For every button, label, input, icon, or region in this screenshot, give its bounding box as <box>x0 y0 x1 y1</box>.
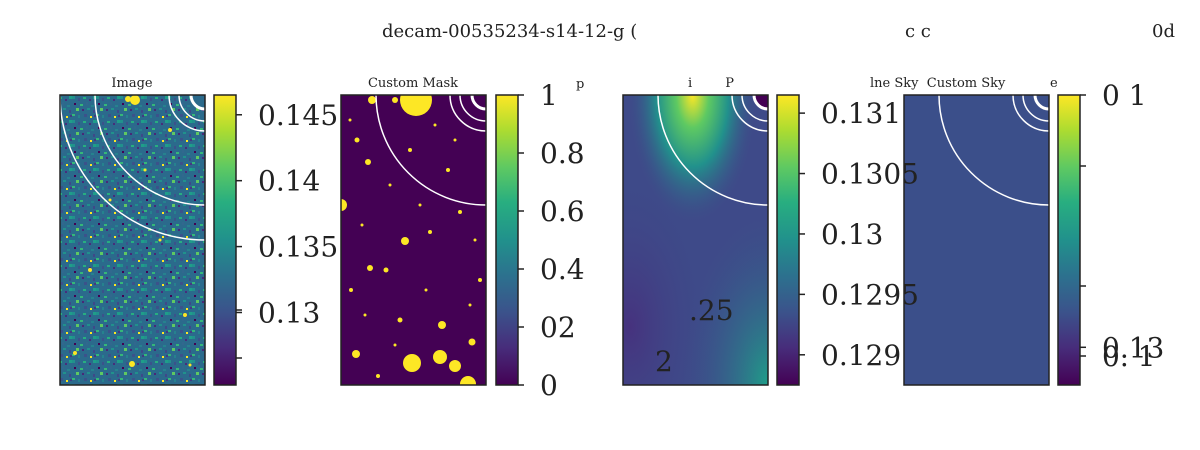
mask-heatmap <box>341 95 486 385</box>
mask-blobs <box>341 95 482 385</box>
stray-label-e: e <box>1050 76 1058 91</box>
sky-circles <box>938 95 1049 206</box>
colorbar-tick-label: 0.145 <box>258 99 338 132</box>
colorbar-tick-label: 0. 1 <box>1102 340 1155 373</box>
colorbar-tick-label: 0.6 <box>540 195 585 228</box>
image-stars <box>60 95 205 367</box>
stray-label-p: p <box>576 77 584 92</box>
colorbar-tick-label: 0.8 <box>540 137 585 170</box>
colorbar-image: 0.13 0.135 0.14 0.145 <box>213 94 338 386</box>
image-heatmap <box>60 95 205 385</box>
image-frame <box>59 94 206 386</box>
colorbar-tick-label: 0.13 <box>1102 331 1164 364</box>
model-gradient <box>623 95 768 385</box>
panel-model: .25 2 <box>622 94 769 386</box>
colorbar-tick-label: 0.1295 <box>821 278 919 311</box>
suptitle-mid: c c <box>905 21 931 42</box>
sky-heatmap <box>904 95 1049 385</box>
colorbar-tick-label: 0.13 <box>821 218 883 251</box>
colorbar-tick-label: 0.13 <box>258 297 320 330</box>
sky-frame <box>903 94 1050 386</box>
colorbar-tick-label: 0.1305 <box>821 158 919 191</box>
colorbar-tick-label: 0.131 <box>821 97 901 130</box>
colorbar-tick-label: 0 <box>540 369 558 402</box>
panel-title-custom-mask: Custom Mask <box>368 76 458 91</box>
suptitle-right: 0d <box>1152 21 1175 42</box>
colorbar-tick-label: 0 1 <box>1102 79 1147 112</box>
panel-title-image: Image <box>111 76 153 91</box>
mask-frame <box>340 94 487 386</box>
panel-custom-mask <box>340 94 487 386</box>
colorbar-model: 0.129 0.1295 0.13 0.1305 0.131 <box>776 94 919 386</box>
colorbar-tick-label: 0.129 <box>821 339 901 372</box>
stray-label-25: .25 <box>689 294 734 327</box>
panel-title-model: i P <box>688 76 734 91</box>
colorbar-custom-mask: 0 02 0.4 0.6 0.8 1 <box>495 79 585 402</box>
model-frame <box>622 94 769 386</box>
suptitle-left: decam-00535234-s14-12-g ( <box>382 21 637 42</box>
panel-title-custom-sky: lne Sky Custom Sky <box>870 76 1006 91</box>
colorbar-tick-label: 02 <box>540 311 576 344</box>
stray-label-2: 2 <box>655 345 673 378</box>
colorbar-custom-sky: 0. 10.13 0 1 <box>1057 79 1164 386</box>
colorbar-tick-label: 0.135 <box>258 231 338 264</box>
panel-image <box>59 94 206 386</box>
colorbar-tick-label: 0.4 <box>540 253 585 286</box>
mask-circles <box>375 95 486 206</box>
colorbar-tick-label: 1 <box>540 79 558 112</box>
colorbar-tick-label: 0.14 <box>258 165 320 198</box>
panel-custom-sky <box>903 94 1050 386</box>
